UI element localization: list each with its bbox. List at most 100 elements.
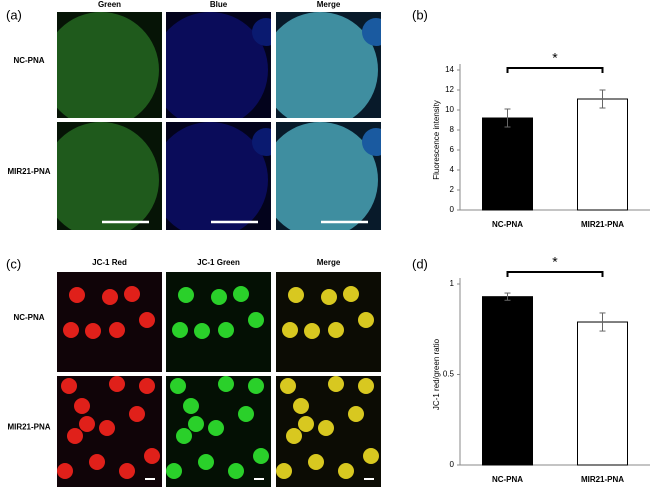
- column-label: JC-1 Red: [92, 258, 127, 267]
- micrograph: [166, 12, 271, 118]
- cell: [144, 448, 160, 464]
- y-tick-label: 14: [445, 65, 454, 74]
- cell: [248, 378, 264, 394]
- cell: [139, 378, 155, 394]
- cell: [69, 287, 85, 303]
- cell: [253, 448, 269, 464]
- cell-edge: [362, 128, 381, 156]
- bar: [482, 117, 533, 211]
- cell: [248, 312, 264, 328]
- cell: [176, 428, 192, 444]
- cell: [57, 122, 159, 230]
- cell: [119, 463, 135, 479]
- cell: [79, 416, 95, 432]
- panel-label: (a): [6, 7, 22, 22]
- micrograph: [166, 376, 271, 487]
- panel-label: (c): [6, 256, 21, 271]
- row-label: MIR21-PNA: [7, 167, 50, 176]
- cell: [321, 289, 337, 305]
- cell: [338, 463, 354, 479]
- cell: [102, 289, 118, 305]
- y-tick-label: 8: [450, 125, 455, 134]
- cell: [178, 287, 194, 303]
- cell: [61, 378, 77, 394]
- x-tick-label: MIR21-PNA: [581, 475, 624, 484]
- cell: [194, 323, 210, 339]
- cell: [74, 398, 90, 414]
- cell-edge: [252, 128, 271, 156]
- cell: [57, 12, 159, 118]
- micrograph: [57, 122, 162, 230]
- y-tick-label: 2: [450, 185, 455, 194]
- significance-bracket: [506, 271, 604, 277]
- y-tick-label: 0: [450, 460, 455, 469]
- error-bar: [504, 292, 511, 301]
- y-tick-label: 10: [445, 105, 454, 114]
- cell: [166, 463, 182, 479]
- cell: [170, 378, 186, 394]
- error-bar: [599, 89, 606, 109]
- y-tick-label: 0.5: [443, 370, 455, 379]
- row-label: MIR21-PNA: [7, 423, 50, 432]
- cell: [89, 454, 105, 470]
- cell: [129, 406, 145, 422]
- error-bar: [504, 108, 511, 128]
- row-label: NC-PNA: [13, 313, 44, 322]
- x-tick-label: NC-PNA: [492, 220, 523, 229]
- cell: [166, 122, 268, 230]
- y-tick-label: 12: [445, 85, 454, 94]
- y-tick-label: 1: [450, 279, 455, 288]
- y-axis-label: Fluorescence intensity: [432, 100, 441, 180]
- cell: [233, 286, 249, 302]
- cell: [109, 376, 125, 392]
- cell: [276, 463, 292, 479]
- micrograph: [166, 272, 271, 372]
- bar: [482, 296, 533, 466]
- x-tick-label: MIR21-PNA: [581, 220, 624, 229]
- cell: [183, 398, 199, 414]
- cell: [276, 12, 378, 118]
- cell: [139, 312, 155, 328]
- cell: [99, 420, 115, 436]
- column-label: Blue: [210, 0, 228, 9]
- cell: [358, 378, 374, 394]
- cell: [328, 376, 344, 392]
- cell: [198, 454, 214, 470]
- cell: [124, 286, 140, 302]
- y-tick-label: 4: [450, 165, 455, 174]
- cell: [208, 420, 224, 436]
- micrograph: [57, 12, 162, 118]
- panel-label: (b): [412, 7, 428, 22]
- y-axis-label: JC-1 red/green ratio: [432, 338, 441, 410]
- cell: [328, 322, 344, 338]
- cell: [293, 398, 309, 414]
- cell: [304, 323, 320, 339]
- cell: [57, 463, 73, 479]
- significance-mark: *: [552, 254, 558, 270]
- cell: [286, 428, 302, 444]
- cell: [348, 406, 364, 422]
- cell: [288, 287, 304, 303]
- significance-mark: *: [552, 50, 558, 66]
- cell: [218, 376, 234, 392]
- cell: [298, 416, 314, 432]
- cell: [166, 12, 268, 118]
- y-tick-label: 6: [450, 145, 455, 154]
- cell: [85, 323, 101, 339]
- cell: [276, 122, 378, 230]
- x-tick-label: NC-PNA: [492, 475, 523, 484]
- cell: [172, 322, 188, 338]
- micrograph: [166, 122, 271, 230]
- bar: [577, 98, 628, 211]
- cell: [363, 448, 379, 464]
- error-bar: [599, 312, 606, 332]
- cell: [282, 322, 298, 338]
- cell: [109, 322, 125, 338]
- micrograph: [276, 122, 381, 230]
- micrograph: [276, 12, 381, 118]
- column-label: Merge: [317, 258, 341, 267]
- cell: [218, 322, 234, 338]
- cell: [211, 289, 227, 305]
